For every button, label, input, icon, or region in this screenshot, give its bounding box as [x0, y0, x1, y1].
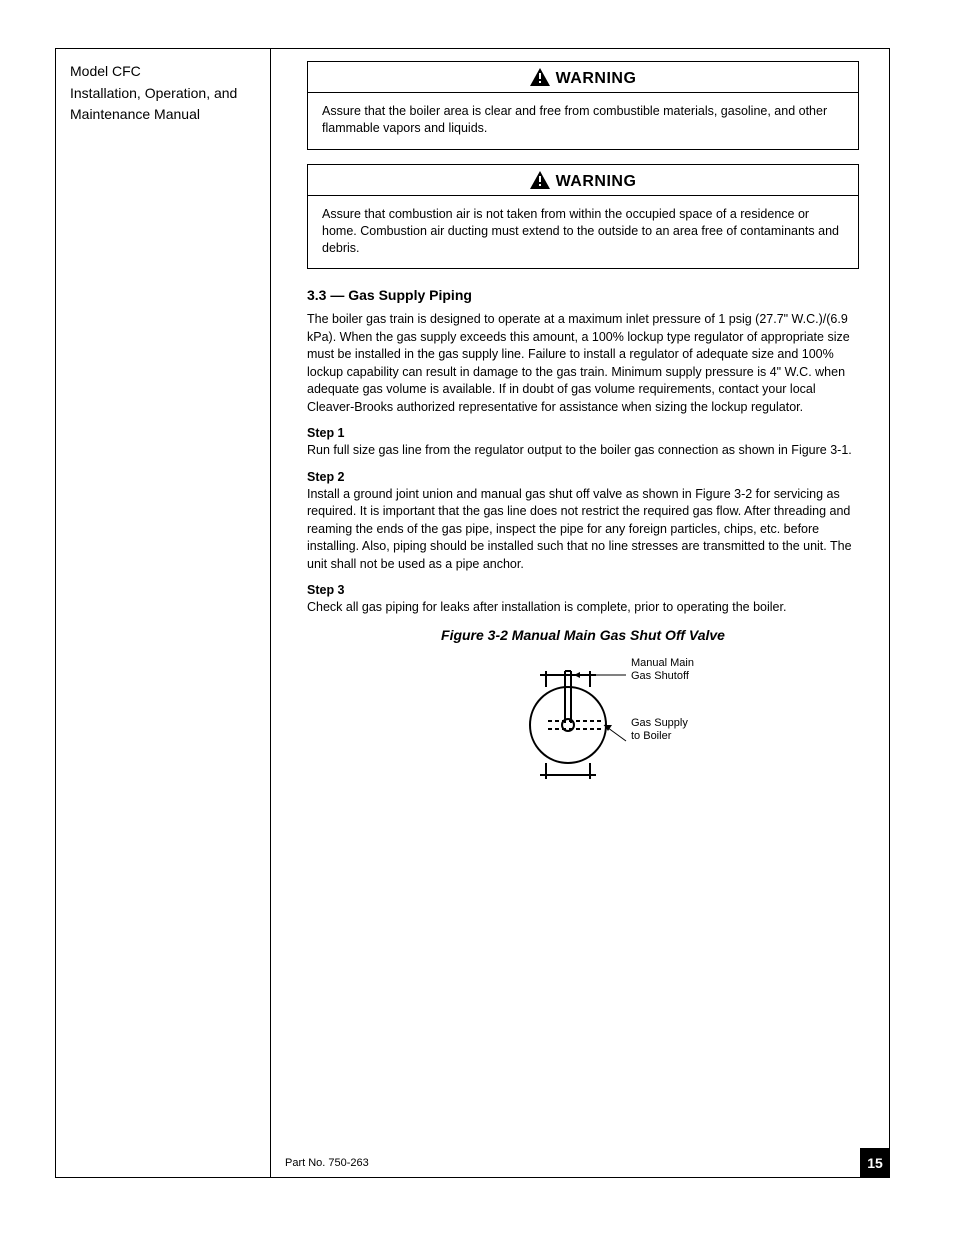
warning-box: WARNING Assure that the boiler area is c… — [307, 61, 859, 150]
step-text: Run full size gas line from the regulato… — [307, 442, 859, 460]
page-number: 15 — [860, 1148, 890, 1178]
warning-body: Assure that combustion air is not taken … — [308, 196, 858, 269]
section-intro: The boiler gas train is designed to oper… — [307, 311, 859, 416]
sidebar: Model CFC Installation, Operation, and M… — [56, 49, 271, 1177]
page-frame: Model CFC Installation, Operation, and M… — [55, 48, 890, 1178]
step: Step 1 Run full size gas line from the r… — [307, 426, 859, 460]
sidebar-line: Installation, Operation, and — [70, 85, 254, 103]
figure: Figure 3-2 Manual Main Gas Shut Off Valv… — [307, 627, 859, 791]
warning-icon — [530, 68, 550, 86]
figure-callout-bottom: Gas Supplyto Boiler — [631, 717, 721, 743]
section-heading: 3.3 — Gas Supply Piping — [307, 287, 859, 303]
step-text: Check all gas piping for leaks after ins… — [307, 599, 859, 617]
step-label: Step 3 — [307, 583, 859, 597]
step: Step 2 Install a ground joint union and … — [307, 470, 859, 574]
step-label: Step 2 — [307, 470, 859, 484]
figure-callout-top: Manual MainGas Shutoff — [631, 657, 721, 683]
warning-label: WARNING — [556, 70, 637, 87]
figure-diagram-wrap: Manual MainGas Shutoff Gas Supplyto Boil… — [453, 651, 713, 791]
step: Step 3 Check all gas piping for leaks af… — [307, 583, 859, 617]
warning-label: WARNING — [556, 173, 637, 190]
step-text: Install a ground joint union and manual … — [307, 486, 859, 574]
warning-header: WARNING — [308, 62, 858, 93]
footer-part-number: Part No. 750-263 — [285, 1157, 369, 1169]
sidebar-line: Model CFC — [70, 63, 254, 81]
sidebar-line: Maintenance Manual — [70, 106, 254, 124]
warning-icon — [530, 171, 550, 189]
step-label: Step 1 — [307, 426, 859, 440]
warning-header: WARNING — [308, 165, 858, 196]
main-content: WARNING Assure that the boiler area is c… — [271, 49, 889, 1177]
warning-box: WARNING Assure that combustion air is no… — [307, 164, 859, 270]
figure-caption: Figure 3-2 Manual Main Gas Shut Off Valv… — [307, 627, 859, 643]
valve-diagram — [508, 663, 628, 783]
warning-body: Assure that the boiler area is clear and… — [308, 93, 858, 149]
